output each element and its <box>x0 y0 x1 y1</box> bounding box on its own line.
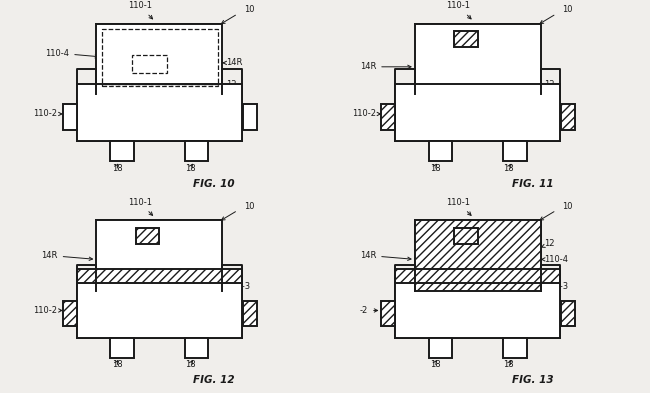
Bar <box>77 84 242 141</box>
Bar <box>222 24 242 84</box>
Bar <box>96 220 222 291</box>
Bar <box>96 24 222 94</box>
Text: 10: 10 <box>562 202 573 211</box>
Bar <box>132 55 167 73</box>
Bar <box>185 338 209 358</box>
Text: 110-2: 110-2 <box>545 110 569 118</box>
Bar <box>428 338 452 358</box>
Bar <box>415 220 541 291</box>
Bar <box>242 104 257 130</box>
Bar <box>415 24 541 94</box>
Bar <box>415 24 541 94</box>
Text: 110-3: 110-3 <box>143 118 168 126</box>
Bar <box>77 84 242 141</box>
Bar <box>503 141 527 161</box>
Text: 110-2: 110-2 <box>545 306 569 315</box>
Bar <box>185 141 209 161</box>
Bar <box>454 31 478 47</box>
Text: 110-1: 110-1 <box>127 198 153 215</box>
Text: 110-2: 110-2 <box>34 110 62 118</box>
Text: 18: 18 <box>503 164 514 173</box>
Text: 10: 10 <box>244 6 254 14</box>
Bar <box>77 269 242 283</box>
Bar <box>395 24 415 84</box>
Text: 110-2: 110-2 <box>226 110 250 118</box>
Text: 110-1: 110-1 <box>446 198 471 215</box>
Text: 110-1: 110-1 <box>127 2 153 19</box>
Bar <box>395 281 560 338</box>
Text: 110-2: 110-2 <box>34 306 62 315</box>
Text: 10: 10 <box>244 202 254 211</box>
Bar <box>541 220 560 281</box>
Bar <box>77 281 242 338</box>
Text: 18: 18 <box>185 164 196 173</box>
Text: 14R: 14R <box>360 251 411 261</box>
Text: FIG. 10: FIG. 10 <box>194 179 235 189</box>
Text: 110-3: 110-3 <box>545 283 569 291</box>
Text: 12: 12 <box>223 80 237 89</box>
Bar <box>110 141 134 161</box>
Bar <box>561 301 575 326</box>
Text: 110-4: 110-4 <box>46 49 98 58</box>
Bar <box>395 269 560 283</box>
Text: 12: 12 <box>223 271 237 279</box>
Text: 10: 10 <box>562 6 573 14</box>
Text: 110-4: 110-4 <box>541 255 569 264</box>
Text: 110-3: 110-3 <box>226 283 250 291</box>
Text: FIG. 13: FIG. 13 <box>512 375 554 385</box>
Text: 18: 18 <box>430 360 441 369</box>
Bar <box>395 220 415 281</box>
Text: 110-2: 110-2 <box>352 110 380 118</box>
Text: 18: 18 <box>185 360 196 369</box>
Bar <box>382 301 395 326</box>
Text: 18: 18 <box>503 360 514 369</box>
Text: 12: 12 <box>541 239 555 248</box>
Bar <box>222 220 242 281</box>
Bar <box>395 84 560 141</box>
Text: 18: 18 <box>112 360 123 369</box>
Bar <box>415 220 541 291</box>
Bar <box>136 228 159 244</box>
Bar <box>110 338 134 358</box>
Text: 14R: 14R <box>360 62 411 71</box>
Bar <box>395 84 560 141</box>
Text: -2: -2 <box>360 306 378 315</box>
Bar <box>561 104 575 130</box>
Bar <box>96 220 222 291</box>
Bar <box>77 24 96 84</box>
Bar <box>415 220 541 291</box>
Bar <box>63 104 77 130</box>
Bar <box>428 141 452 161</box>
Text: 14R: 14R <box>223 59 242 67</box>
Text: FIG. 12: FIG. 12 <box>194 375 235 385</box>
Bar <box>63 301 77 326</box>
Bar <box>77 220 96 281</box>
Bar <box>77 281 242 338</box>
Text: 12: 12 <box>541 80 555 89</box>
Bar <box>96 24 222 94</box>
Bar <box>541 24 560 84</box>
Text: 18: 18 <box>112 164 123 173</box>
Text: 18: 18 <box>430 164 441 173</box>
Text: 14R: 14R <box>42 251 92 261</box>
Bar <box>395 281 560 338</box>
Text: FIG. 11: FIG. 11 <box>512 179 554 189</box>
Bar <box>102 29 218 86</box>
Text: 110-2: 110-2 <box>226 306 250 315</box>
Bar <box>382 104 395 130</box>
Bar <box>242 301 257 326</box>
Text: 110-1: 110-1 <box>446 2 471 19</box>
Bar <box>503 338 527 358</box>
Bar <box>454 228 478 244</box>
